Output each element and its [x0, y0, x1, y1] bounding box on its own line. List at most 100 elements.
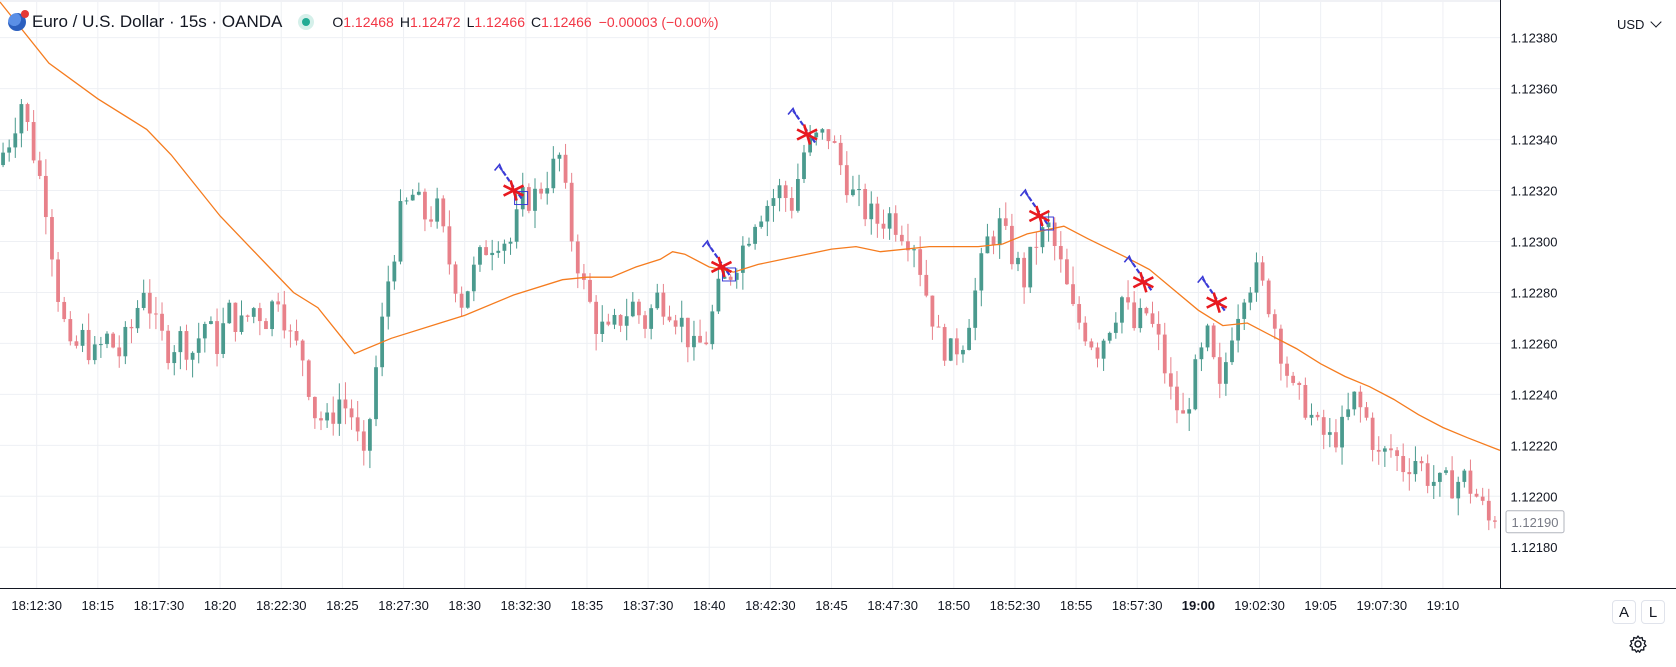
candle-body	[398, 201, 403, 262]
chevron-down-icon	[1650, 16, 1663, 28]
candle-body	[502, 243, 507, 251]
signal-arrow	[498, 165, 523, 200]
signal-arrow	[1128, 257, 1153, 291]
signal-arrow	[1024, 191, 1049, 225]
candle-body	[312, 396, 317, 419]
signal-arrow	[792, 109, 816, 144]
candle-body	[1077, 304, 1082, 323]
candle-body	[1493, 520, 1497, 522]
x-tick-label: 19:05	[1304, 598, 1337, 613]
candle-body	[667, 316, 672, 321]
candle-body	[447, 226, 452, 265]
candle-body	[997, 218, 1002, 246]
candle-body	[710, 311, 715, 345]
auto-scale-button[interactable]: A	[1612, 600, 1636, 624]
candle-body	[1205, 325, 1210, 348]
candle-body	[936, 326, 941, 328]
candle-body	[496, 250, 501, 253]
candle-body	[624, 316, 629, 326]
candle-body	[967, 327, 971, 350]
candle-body	[355, 417, 360, 432]
candle-body	[1321, 417, 1326, 435]
grid	[0, 2, 1500, 588]
candle-body	[80, 329, 85, 346]
candle-body	[325, 412, 330, 421]
candle-body	[1462, 470, 1467, 482]
candle-body	[930, 295, 935, 327]
candle-body	[270, 301, 274, 330]
high-label: H	[399, 14, 410, 30]
candle-body	[783, 185, 788, 198]
candle-body	[520, 187, 525, 210]
currency-button[interactable]: USD	[1609, 12, 1667, 36]
x-tick-label: 18:32:30	[501, 598, 552, 613]
candle-body	[50, 217, 54, 260]
candle-body	[533, 188, 537, 211]
candle-body	[1468, 470, 1473, 494]
log-scale-button[interactable]: L	[1641, 600, 1665, 624]
candle-body	[202, 323, 207, 339]
candle-body	[912, 249, 916, 251]
candle-body	[918, 249, 923, 275]
candle-body	[740, 245, 745, 273]
y-tick-label: 1.12240	[1511, 387, 1558, 402]
candle-body	[1095, 347, 1100, 359]
y-tick-label: 1.12260	[1511, 336, 1558, 351]
gear-icon[interactable]	[1626, 632, 1650, 656]
x-tick-label: 18:17:30	[134, 598, 185, 613]
candle-body	[869, 203, 874, 220]
candle-body	[1419, 461, 1424, 464]
x-tick-label: 18:40	[693, 598, 726, 613]
symbol-flag-icon[interactable]	[8, 10, 29, 31]
candle-body	[1389, 448, 1393, 451]
x-tick-label: 18:52:30	[990, 598, 1041, 613]
x-tick-label: 19:02:30	[1234, 598, 1285, 613]
candle-body	[105, 333, 109, 345]
candle-body	[1113, 322, 1118, 333]
candle-body	[795, 179, 800, 211]
candle-body	[441, 198, 446, 227]
market-status-icon[interactable]	[298, 14, 315, 30]
y-tick-label: 1.12380	[1511, 31, 1558, 46]
candle-body	[588, 279, 592, 302]
candle-body	[808, 137, 813, 153]
x-tick-label: 18:45	[815, 598, 848, 613]
candle-body	[698, 335, 702, 343]
signal-marker	[1019, 188, 1054, 231]
candle-body	[98, 344, 103, 346]
candle-body	[404, 200, 409, 202]
x-tick-label: 18:12:30	[11, 598, 62, 613]
symbol-title[interactable]: Euro / U.S. Dollar · 15s · OANDA	[32, 12, 283, 31]
candle-body	[1223, 362, 1228, 384]
candle-body	[906, 241, 910, 251]
candle-body	[820, 129, 825, 133]
candle-body	[19, 104, 24, 134]
candle-body	[337, 399, 342, 424]
candle-body	[1456, 481, 1461, 499]
candle-body	[251, 308, 256, 317]
candle-body	[1370, 417, 1375, 450]
candle-body	[37, 160, 42, 176]
candle-body	[276, 301, 281, 305]
candle-body	[1242, 302, 1247, 319]
candle-body	[924, 274, 929, 296]
candle-body	[1065, 259, 1069, 285]
candle-body	[1407, 472, 1412, 475]
candle-body	[190, 352, 195, 360]
candle-body	[545, 188, 550, 194]
candle-body	[1009, 225, 1014, 265]
candle-body	[1248, 292, 1253, 303]
signal-arrow	[1201, 278, 1226, 312]
candle-body	[1162, 334, 1167, 374]
candle-body	[459, 293, 464, 308]
candle-body	[1175, 386, 1179, 411]
candle-body	[410, 194, 415, 201]
candle-body	[227, 302, 232, 324]
candle-body	[1431, 481, 1436, 486]
open-label: O	[332, 14, 344, 30]
x-tick-label: 18:37:30	[623, 598, 674, 613]
candle-body	[343, 399, 348, 409]
candle-body	[92, 344, 97, 361]
